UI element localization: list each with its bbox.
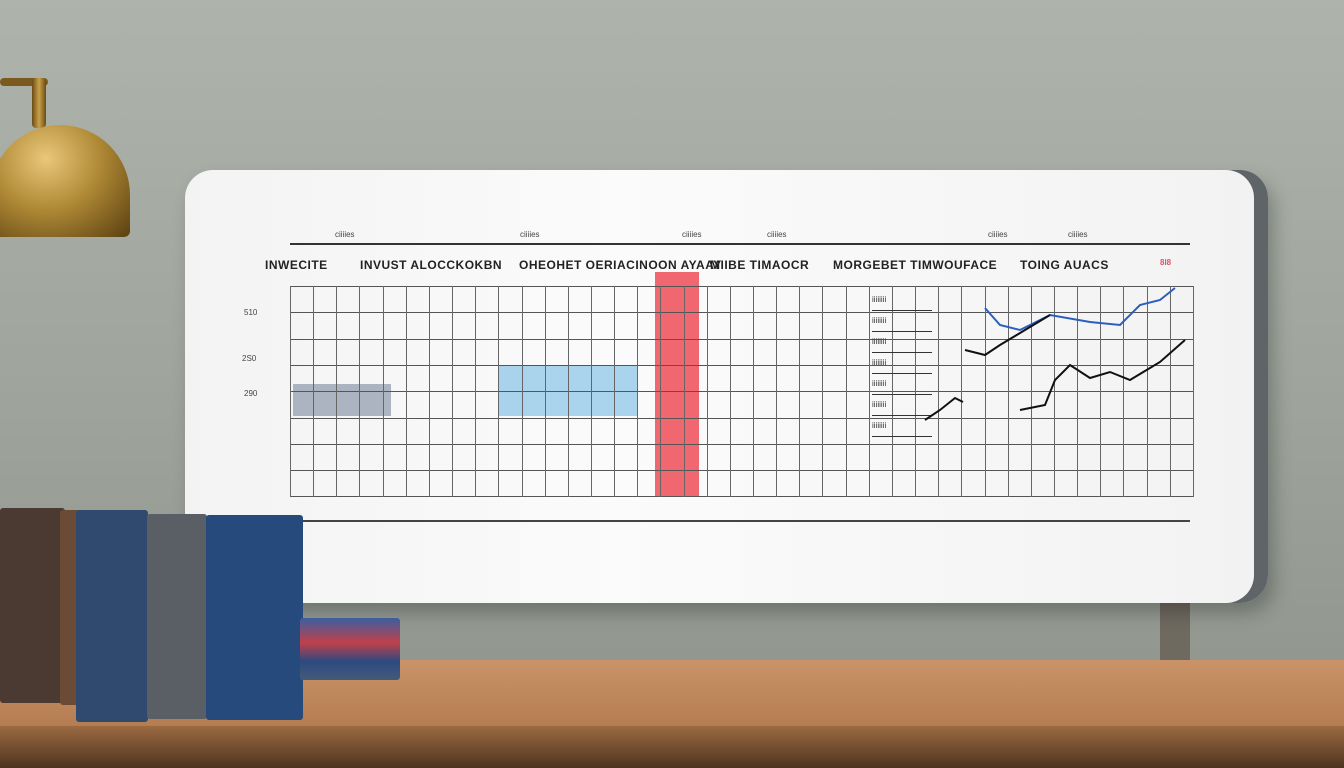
grid-line [290, 286, 1193, 287]
list-item: iiiiiiii [872, 395, 932, 416]
grid-line [660, 286, 662, 497]
list-item: iiiiiiii [872, 290, 932, 311]
section-title: OHEOHET OERIACINOON AYAAY [519, 258, 722, 272]
book [0, 508, 65, 703]
black-line-2 [1019, 339, 1186, 411]
top-label: ciiiies [682, 230, 702, 239]
top-rule [290, 243, 1190, 245]
grid-line [498, 286, 500, 497]
corner-label: 8l8 [1160, 258, 1172, 267]
grid-line [290, 338, 1193, 340]
grid-line [475, 286, 477, 497]
grid-line [1100, 286, 1102, 497]
red-highlight [655, 272, 699, 497]
book [206, 515, 303, 720]
bottom-rule [300, 520, 1190, 522]
grid-line [1146, 286, 1148, 497]
grid-line [1077, 286, 1079, 497]
book [76, 510, 148, 722]
grid-line [753, 286, 754, 497]
grid-line [729, 286, 731, 497]
grid-line [799, 286, 801, 497]
top-label: ciiiies [988, 230, 1008, 239]
grid-line [428, 286, 430, 497]
grid-line [637, 286, 639, 497]
list-item: iiiiiiii [872, 374, 932, 395]
book-stack [300, 618, 400, 680]
section-title: INWECITE [265, 258, 328, 272]
grid-line [868, 286, 870, 497]
grid-line [845, 286, 847, 497]
list-item: iiiiiiii [872, 416, 932, 437]
grid-line [290, 364, 1193, 366]
list-item: iiiiiiii [872, 332, 932, 353]
grid-line [938, 286, 940, 497]
grid-line [1192, 286, 1194, 497]
grid-line [359, 286, 361, 497]
black-line-3 [924, 396, 964, 421]
grid-line [382, 286, 384, 497]
grid-line [590, 286, 592, 497]
brass-lamp [0, 125, 130, 237]
section-title: INVUST ALOCCKOKBN [360, 258, 503, 272]
list-column: iiiiiiii iiiiiiii iiiiiiii iiiiiiii iiii… [872, 290, 932, 460]
grid-line [452, 286, 454, 497]
grid-line [567, 286, 569, 497]
grid-line [290, 417, 1193, 419]
grid-line [614, 286, 616, 497]
top-label: ciiiies [520, 230, 540, 239]
grid-line [313, 286, 315, 497]
grid-line [776, 286, 778, 497]
blue-line [984, 287, 1176, 332]
grid-plot [290, 272, 1194, 498]
gray-highlight [293, 384, 391, 416]
grid-line [683, 286, 685, 497]
top-label: ciiiies [767, 230, 787, 239]
grid-line [290, 391, 1193, 393]
grid-line [290, 496, 1193, 498]
grid-line [961, 286, 963, 497]
grid-line [706, 286, 708, 497]
grid-line [1007, 286, 1009, 497]
board-stand [1160, 600, 1190, 662]
grid-line [290, 286, 291, 497]
grid-line [290, 312, 1193, 314]
grid-line [521, 286, 523, 497]
list-item: iiiiiiii [872, 353, 932, 374]
grid-line [336, 286, 338, 497]
desk-edge [0, 726, 1344, 768]
section-title: MORGEBET TIMWOUFACE [833, 258, 998, 272]
grid-line [544, 286, 546, 497]
grid-line [1169, 286, 1171, 497]
grid-line [891, 286, 893, 497]
y-label: 290 [244, 389, 258, 398]
list-item: iiiiiiii [872, 311, 932, 332]
y-label: 510 [244, 308, 258, 317]
section-title: TOING AUACS [1020, 258, 1109, 272]
grid-line [915, 286, 917, 497]
grid-line [1123, 286, 1125, 497]
lamp-arm [0, 78, 48, 86]
black-line-1 [964, 314, 1051, 357]
grid-line [822, 286, 824, 497]
grid-line [290, 470, 1193, 472]
grid-line [290, 443, 1193, 445]
y-label: 2S0 [242, 354, 257, 363]
grid-line [1030, 286, 1032, 497]
grid-line [1053, 286, 1055, 497]
top-label: ciiiies [335, 230, 355, 239]
grid-line [405, 286, 407, 497]
section-title: MIIBE TIMAOCR [710, 258, 810, 272]
top-label: ciiiies [1068, 230, 1088, 239]
book [147, 514, 207, 719]
lamp-neck [32, 78, 46, 128]
grid-line [984, 286, 986, 497]
